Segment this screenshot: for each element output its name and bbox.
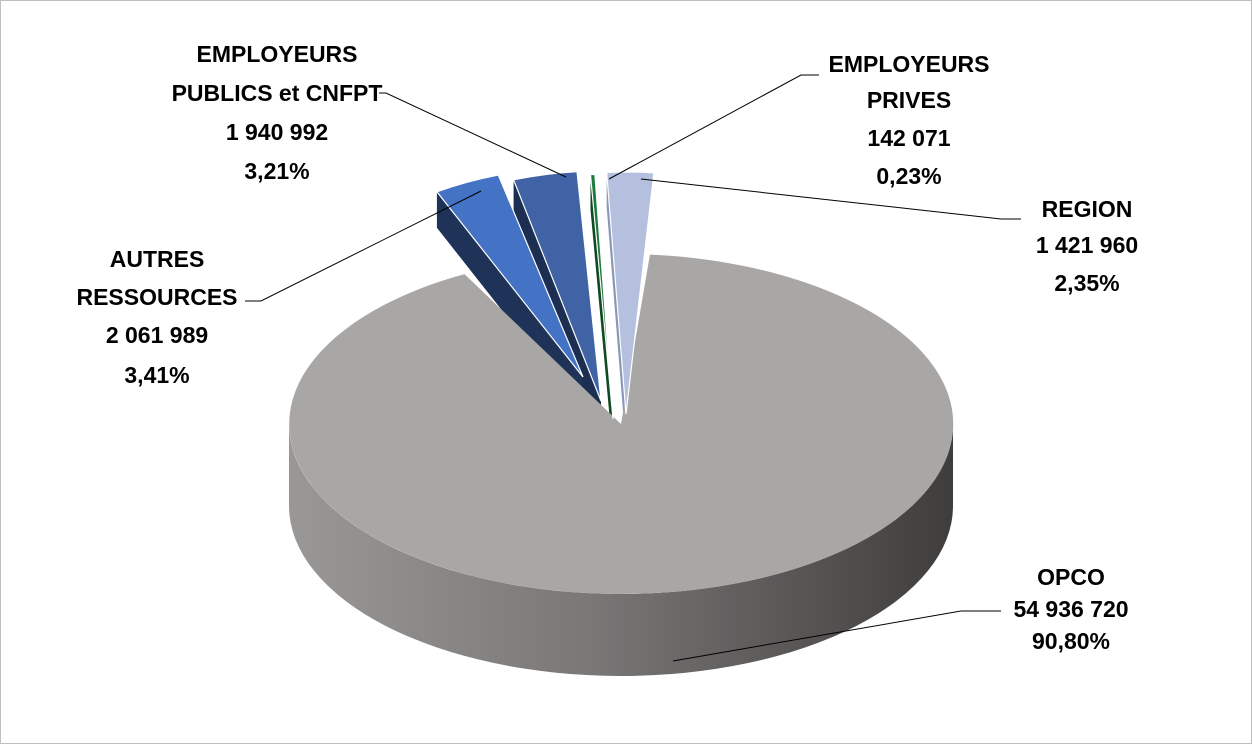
leader-line-autres-ressources — [245, 190, 482, 302]
label-autres-ressources-amount: 2 061 989 — [106, 322, 208, 348]
label-autres-ressources-name-2: RESSOURCES — [76, 284, 237, 310]
label-employeurs-prives-name-2: PRIVES — [867, 87, 951, 113]
label-opco-percent: 90,80% — [1032, 628, 1110, 654]
label-employeurs-prives-amount: 142 071 — [867, 125, 950, 151]
label-region-name: REGION — [1042, 196, 1133, 222]
slice-region — [606, 171, 655, 415]
label-autres-ressources: AUTRES RESSOURCES 2 061 989 3,41% — [76, 246, 237, 388]
leader-line-employeurs-publics — [379, 92, 567, 178]
leader-line-employeurs-prives — [608, 74, 819, 180]
label-region-percent: 2,35% — [1054, 270, 1119, 296]
label-opco-amount: 54 936 720 — [1013, 596, 1128, 622]
slice-autres-ressources — [435, 174, 584, 378]
label-employeurs-publics-name-1: EMPLOYEURS — [196, 41, 357, 67]
label-opco-name: OPCO — [1037, 564, 1105, 590]
slice-opco-side — [289, 424, 953, 676]
leader-lines — [245, 74, 1021, 662]
label-employeurs-publics-name-2: PUBLICS et CNFPT — [172, 80, 383, 106]
slice-tops — [289, 170, 954, 594]
label-autres-ressources-name-1: AUTRES — [110, 246, 205, 272]
label-employeurs-publics-percent: 3,21% — [244, 158, 309, 184]
label-employeurs-publics: EMPLOYEURS PUBLICS et CNFPT 1 940 992 3,… — [172, 41, 383, 184]
label-employeurs-publics-amount: 1 940 992 — [226, 119, 328, 145]
leader-line-region — [640, 178, 1021, 220]
slice-opco — [289, 254, 954, 594]
label-employeurs-prives-percent: 0,23% — [876, 163, 941, 189]
label-autres-ressources-percent: 3,41% — [124, 362, 189, 388]
slice-employeurs-prives — [589, 173, 614, 420]
label-region: REGION 1 421 960 2,35% — [1036, 196, 1138, 296]
label-employeurs-prives-name-1: EMPLOYEURS — [828, 51, 989, 77]
label-employeurs-prives: EMPLOYEURS PRIVES 142 071 0,23% — [828, 51, 989, 189]
label-region-amount: 1 421 960 — [1036, 232, 1138, 258]
label-opco: OPCO 54 936 720 90,80% — [1013, 564, 1128, 654]
leader-line-opco — [672, 610, 1001, 662]
slice-region-cut-face — [606, 172, 626, 449]
slice-employeurs-publics — [512, 170, 602, 402]
slice-employeurs-prives-cut-face — [590, 174, 613, 454]
